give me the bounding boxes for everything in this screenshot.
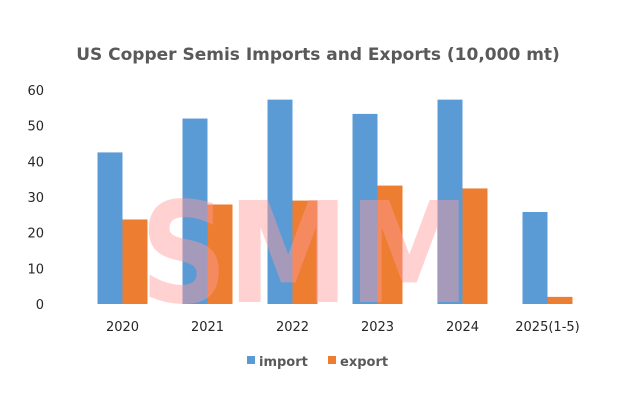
export-bar bbox=[292, 200, 318, 304]
import-bar bbox=[437, 99, 463, 304]
x-tick-label: 2022 bbox=[276, 320, 309, 335]
export-bar bbox=[462, 188, 488, 304]
y-tick-label: 30 bbox=[27, 191, 44, 206]
y-tick-label: 0 bbox=[36, 298, 44, 313]
import-bar bbox=[182, 118, 208, 305]
export-bar bbox=[547, 296, 573, 304]
y-tick-label: 50 bbox=[27, 120, 44, 135]
export-bar bbox=[207, 204, 233, 304]
x-tick-label: 2021 bbox=[191, 320, 224, 335]
import-legend-label: import bbox=[259, 355, 308, 370]
export-legend-label: export bbox=[340, 355, 388, 370]
x-tick-label: 2020 bbox=[106, 320, 139, 335]
import-bar bbox=[522, 211, 548, 304]
y-axis: 0 10 20 30 40 50 60 bbox=[27, 84, 44, 313]
bars bbox=[97, 99, 573, 305]
export-legend-swatch bbox=[328, 356, 336, 364]
import-bar bbox=[97, 152, 123, 304]
y-tick-label: 20 bbox=[27, 227, 44, 242]
x-tick-label: 2025(1-5) bbox=[515, 320, 579, 335]
y-tick-label: 10 bbox=[27, 262, 44, 277]
import-bar bbox=[352, 113, 378, 304]
y-tick-label: 40 bbox=[27, 155, 44, 170]
smm-watermark-logo: SMM bbox=[140, 173, 470, 336]
chart-title: US Copper Semis Imports and Exports (10,… bbox=[76, 45, 560, 65]
x-tick-label: 2023 bbox=[361, 320, 394, 335]
x-axis: 2020 2021 2022 2023 2024 2025(1-5) bbox=[106, 320, 580, 335]
import-bar bbox=[267, 99, 293, 304]
y-tick-label: 60 bbox=[27, 84, 44, 99]
export-bar bbox=[377, 185, 403, 304]
export-bar bbox=[122, 219, 148, 304]
x-tick-label: 2024 bbox=[446, 320, 479, 335]
import-legend-swatch bbox=[247, 356, 255, 364]
legend: import export bbox=[247, 355, 388, 370]
